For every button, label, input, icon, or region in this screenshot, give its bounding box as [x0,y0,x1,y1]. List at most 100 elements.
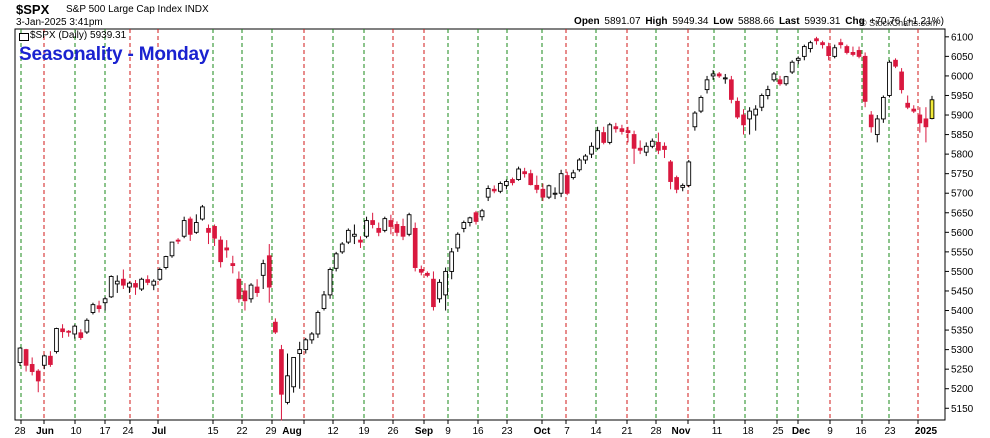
candle-body [662,145,667,150]
x-tick-label: 9 [445,426,451,437]
y-tick-label: 5700 [951,189,974,200]
y-tick-label: 5650 [951,208,974,219]
y-tick-label: 5250 [951,365,974,376]
candle-body [777,79,783,85]
last-label: Last [778,16,800,27]
low-label: Low [713,16,734,27]
candle-body [601,132,607,143]
candle-body [212,226,217,239]
x-tick-label: Dec [792,426,811,437]
y-tick-label: 5750 [951,169,974,180]
candle-body [795,57,801,61]
candle-body [911,108,917,112]
x-tick-label: 11 [712,426,723,437]
chart-title: Seasonality - Monday [19,44,210,65]
candle-body [589,145,594,155]
plot-frame [14,28,946,421]
candle-body [352,233,357,237]
candle-body [844,46,850,53]
candle-body [595,130,600,149]
candle-body [285,375,290,403]
candle-body [838,42,844,46]
candle-body [552,192,558,195]
candle-body [637,147,643,151]
candle-body [102,298,108,304]
x-tick-label: 22 [236,426,248,437]
x-tick-label: 2025 [915,426,938,437]
candle-body [345,229,351,243]
candle-body [692,112,698,128]
candle-body [504,181,509,186]
candle-body [315,312,321,335]
candle-body [753,108,759,116]
candle-body [698,96,704,112]
candle-body [90,304,96,313]
candle-body [546,185,552,198]
candle-body [84,319,90,333]
candle-body [874,118,880,136]
candle-body [649,140,655,147]
chg-value: +70.76 (+1.21%) [869,16,945,27]
candle-body [139,278,144,290]
stockcharts-watermark: © StockCharts.com [860,18,938,28]
candle-body [923,118,929,128]
candle-body [862,55,868,102]
candle-body [418,269,424,273]
candle-body [491,188,497,192]
high-value: 5949.34 [672,16,709,27]
candle-body [735,100,740,118]
x-tick-label: 9 [827,426,833,437]
candle-body [516,168,521,180]
y-tick-label: 5600 [951,228,974,239]
candle-body [881,96,886,120]
candle-body [29,364,35,372]
candle-body [181,220,187,237]
x-tick-label: 23 [884,426,896,437]
candle-body [376,227,382,233]
candle-body [291,356,296,388]
candle-body [370,220,375,225]
symbol-ticker: $SPX [16,2,50,17]
candle-body [127,282,132,288]
x-tick-label: Aug [282,426,301,437]
y-tick-label: 5400 [951,306,974,317]
candle-body [449,251,455,272]
candle-body [321,294,327,310]
x-tick-label: 10 [70,426,82,437]
candle-body [230,263,236,267]
candle-body [510,179,515,184]
candle-body [783,76,789,85]
candle-body [832,47,838,57]
candle-body [266,255,272,288]
y-tick-label: 5550 [951,247,974,258]
candle-body [905,102,911,108]
x-tick-label: 12 [327,426,339,437]
candle-body [151,280,157,286]
candle-body [747,110,752,120]
candle-body [771,73,777,81]
candle-body [406,214,412,235]
candle-body [710,73,716,77]
candle-body [297,349,303,354]
y-tick-label: 5150 [951,404,974,415]
candle-body [193,222,199,233]
y-tick-label: 5900 [951,111,974,122]
candle-body [309,333,315,341]
candle-body [808,42,813,50]
candle-body [631,134,637,149]
candle-body [497,182,503,192]
candle-body [425,272,430,276]
candle-body [461,222,467,229]
candle-body [236,278,242,300]
candle-body [674,177,679,190]
candle-body [260,263,266,276]
x-tick-label: 15 [207,426,219,437]
candle-body [358,239,363,243]
candle-body [303,339,309,351]
y-tick-label: 6000 [951,71,974,82]
y-tick-label: 5800 [951,150,974,161]
x-tick-label: 25 [772,426,784,437]
y-tick-label: 5850 [951,130,974,141]
x-tick-label: Jun [36,426,54,437]
